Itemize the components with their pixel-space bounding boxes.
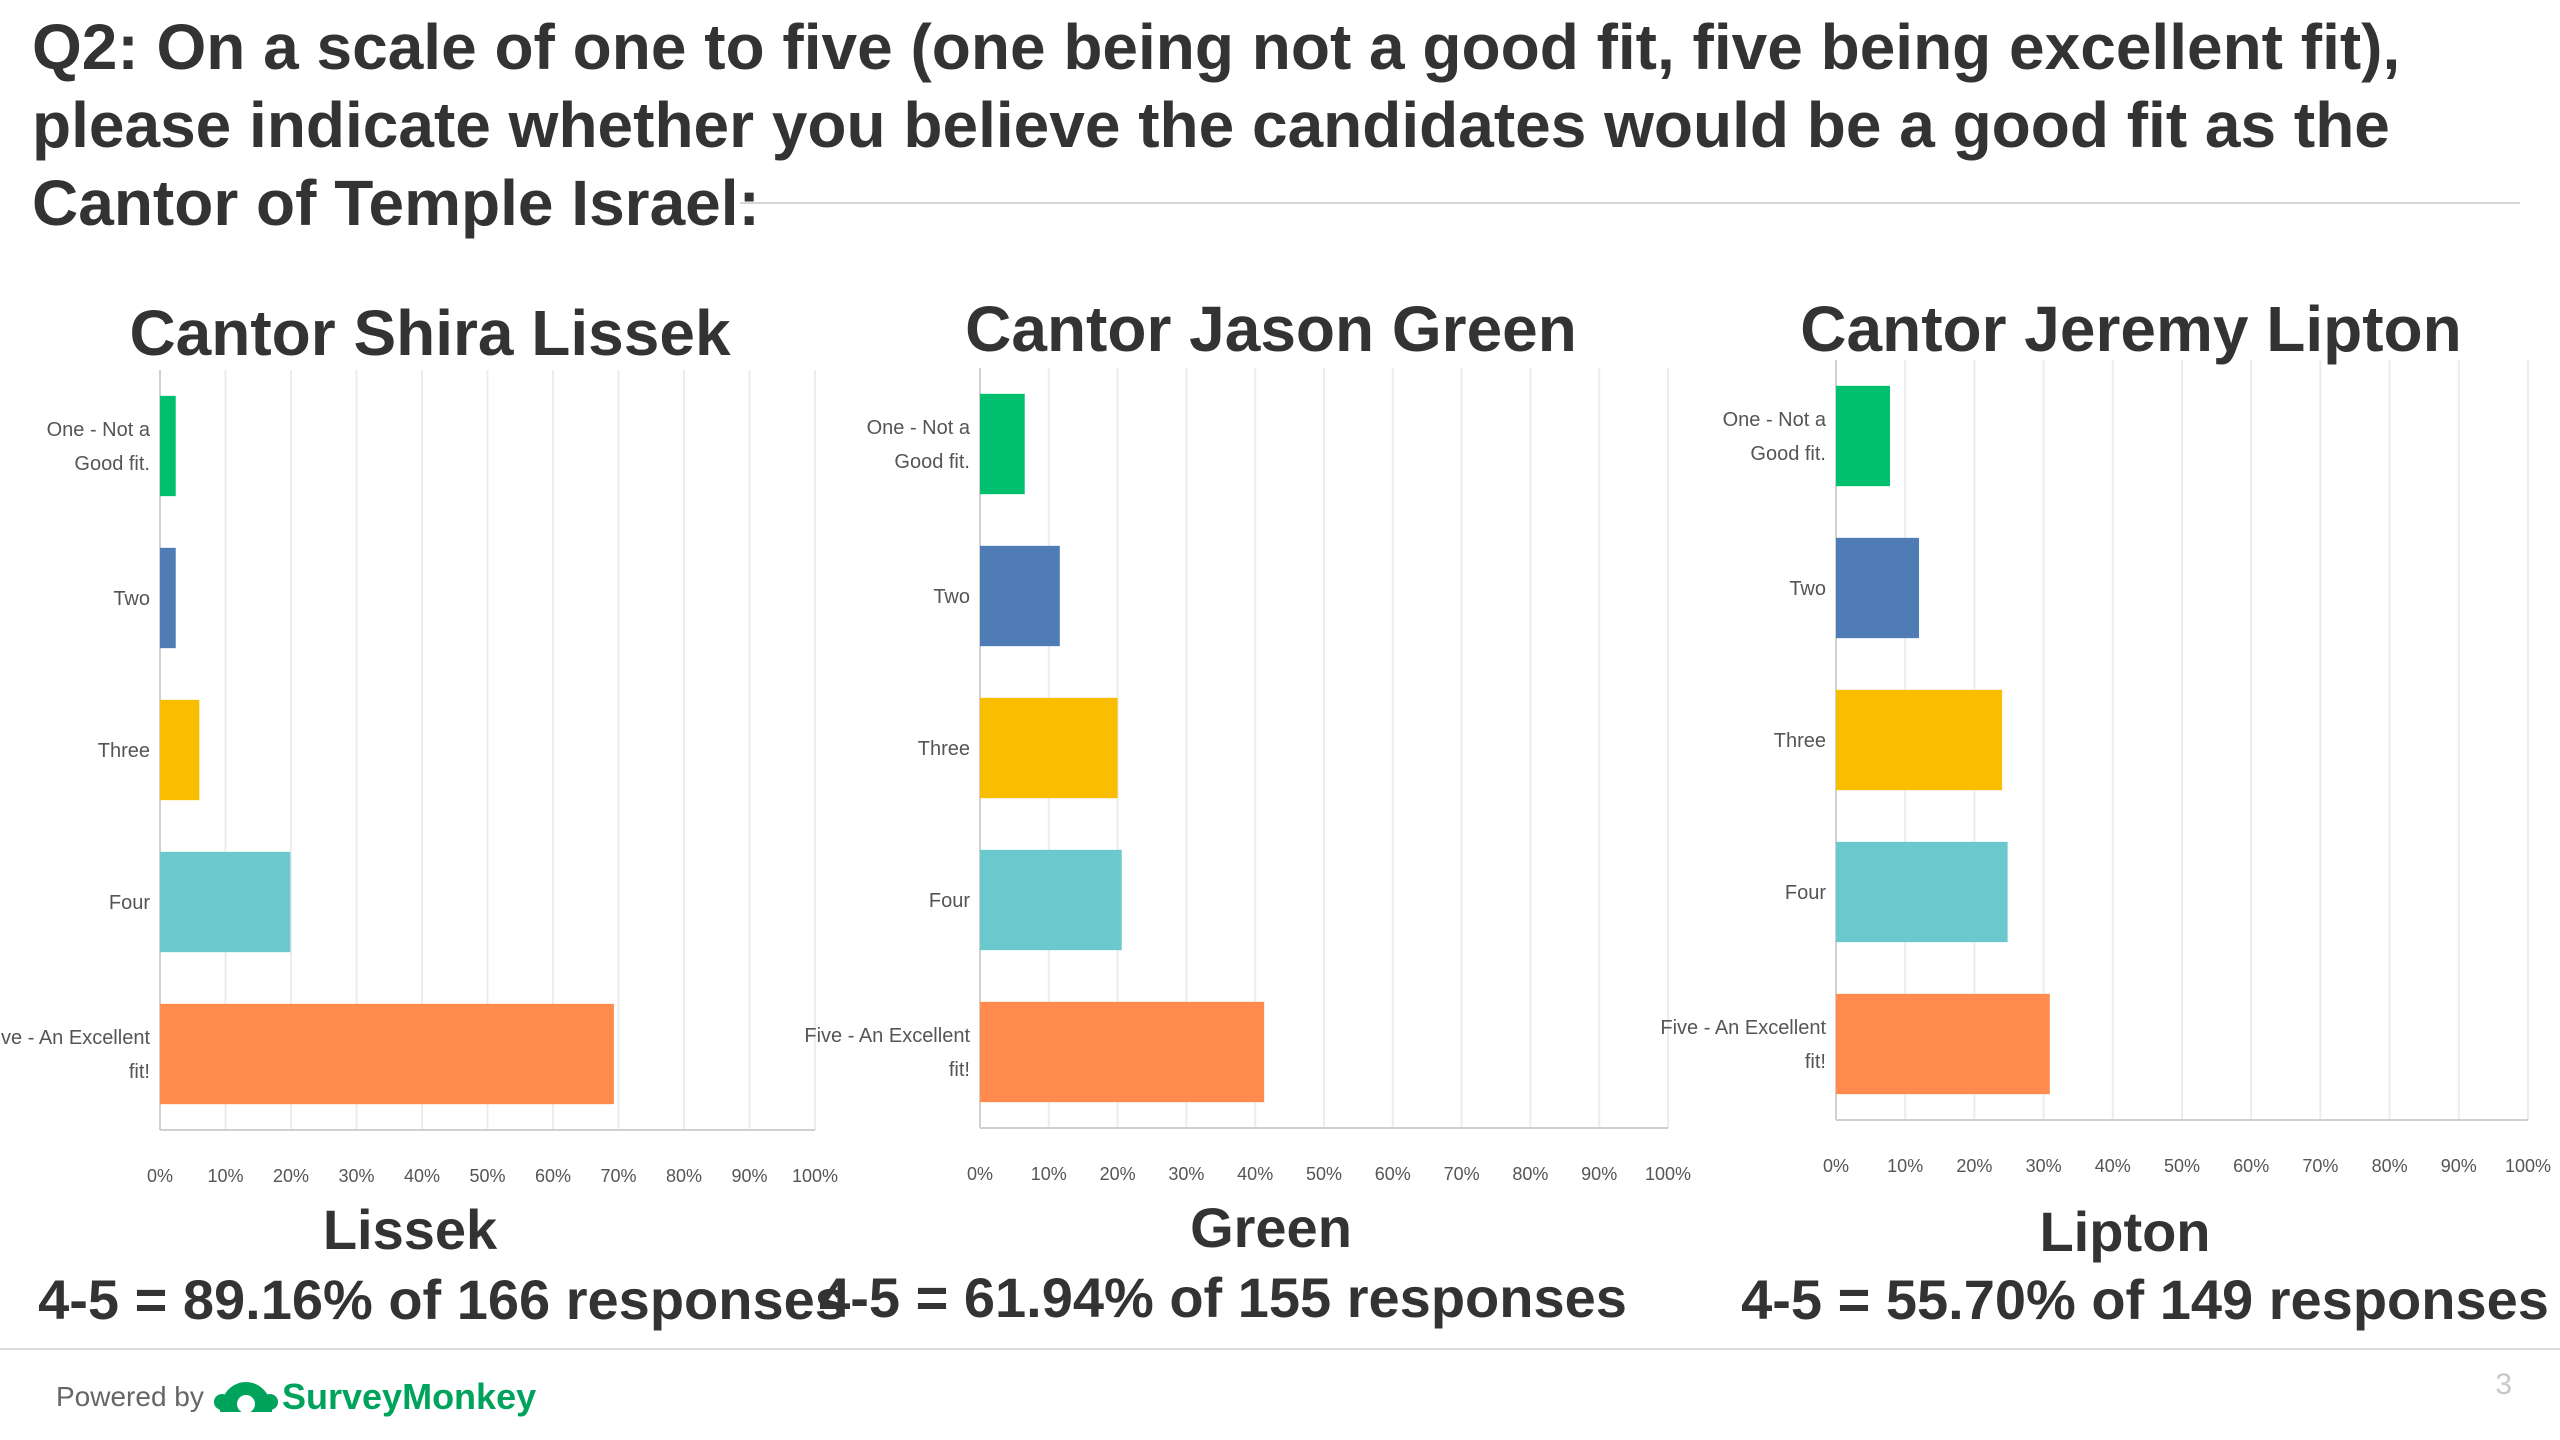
x-tick-label: 40%	[2095, 1156, 2131, 1176]
category-label: Four	[109, 892, 150, 914]
x-tick-label: 80%	[1512, 1164, 1548, 1184]
candidate-short-name: Lissek	[322, 1198, 498, 1261]
x-tick-label: 20%	[1956, 1156, 1992, 1176]
bar-one	[1836, 385, 1890, 487]
chart-title: Cantor Jason Green	[965, 293, 1577, 365]
category-label: Five - An Excellent fit!	[0, 1027, 150, 1083]
category-label: One - Not a Good fit.	[1723, 409, 1827, 465]
bar-chart-lissek: One - Not a Good fit. Two Three Four Five - A…	[0, 370, 838, 1186]
chart-title: Cantor Jeremy Lipton	[1800, 293, 2462, 365]
question-title: Q2: On a scale of one to five (one being…	[32, 11, 2401, 239]
bar-chart-green: One - Not a Good fit. Two Three Four Five - A…	[804, 368, 1691, 1184]
category-label: Four	[1785, 882, 1826, 904]
chart-panel-lissek: Cantor Shira Lissek One - Not a Good fit.…	[0, 0, 860, 1340]
category-label: One - Not a Good fit.	[867, 417, 971, 473]
x-tick-label: 80%	[666, 1166, 702, 1186]
gridlines	[1904, 360, 2529, 1120]
category-label: Three	[98, 740, 150, 762]
bar-three	[160, 699, 200, 801]
x-tick-label: 70%	[600, 1166, 636, 1186]
x-tick-label: 70%	[1444, 1164, 1480, 1184]
title-divider	[740, 202, 2520, 204]
x-tick-label: 30%	[338, 1166, 374, 1186]
bar-chart-lipton: One - Not a Good fit. Two Three Four Five - A…	[1660, 360, 2551, 1176]
candidate-short-name: Lipton	[2039, 1200, 2211, 1263]
x-tick-label: 0%	[147, 1166, 173, 1186]
x-tick-label: 80%	[2372, 1156, 2408, 1176]
bar-three	[1836, 689, 2003, 791]
x-tick-label: 60%	[2233, 1156, 2269, 1176]
category-label: Two	[113, 588, 150, 610]
chart-panel-green: Cantor Jason Green One - Not a Good fit. T…	[804, 0, 1710, 1340]
category-label: Two	[1789, 578, 1826, 600]
category-label: Five - An Excellent fit!	[804, 1025, 970, 1081]
category-label: One - Not a Good fit.	[47, 419, 151, 475]
x-tick-label: 60%	[1375, 1164, 1411, 1184]
bar-one	[980, 393, 1025, 495]
bar-two	[160, 547, 176, 649]
bar-two	[980, 545, 1060, 647]
category-label: Four	[929, 890, 970, 912]
bar-five	[160, 1003, 614, 1105]
chart-panel-lipton: Cantor Jeremy Lipton One - Not a Good fit…	[1660, 0, 2560, 1340]
x-tick-label: 20%	[1100, 1164, 1136, 1184]
gridlines	[224, 370, 816, 1130]
x-tick-label: 0%	[1823, 1156, 1849, 1176]
bar-five	[980, 1001, 1265, 1103]
x-tick-label: 100%	[1645, 1164, 1691, 1184]
powered-by-text: Powered by	[56, 1381, 204, 1412]
x-tick-label: 30%	[1168, 1164, 1204, 1184]
bar-one	[160, 395, 176, 497]
footer-divider	[0, 1348, 2560, 1350]
x-tick-label: 10%	[207, 1166, 243, 1186]
bar-two	[1836, 537, 1920, 639]
category-label: Five - An Excellent fit!	[1660, 1017, 1826, 1073]
category-label: Three	[918, 738, 970, 760]
chart-title: Cantor Shira Lissek	[129, 297, 731, 369]
summary-text: 4-5 = 61.94% of 155 responses	[819, 1266, 1627, 1329]
x-tick-label: 10%	[1887, 1156, 1923, 1176]
x-tick-label: 90%	[1581, 1164, 1617, 1184]
bar-four	[980, 849, 1122, 951]
x-tick-label: 50%	[1306, 1164, 1342, 1184]
x-tick-label: 50%	[469, 1166, 505, 1186]
category-label: Two	[933, 586, 970, 608]
category-label: Three	[1774, 730, 1826, 752]
x-tick-label: 40%	[404, 1166, 440, 1186]
x-tick-label: 20%	[273, 1166, 309, 1186]
page-number: 3	[2495, 1368, 2512, 1401]
x-tick-label: 100%	[2505, 1156, 2551, 1176]
candidate-short-name: Green	[1190, 1196, 1352, 1259]
x-tick-label: 0%	[967, 1164, 993, 1184]
bar-five	[1836, 993, 2050, 1095]
x-tick-label: 60%	[535, 1166, 571, 1186]
bar-four	[1836, 841, 2008, 943]
x-tick-label: 30%	[2026, 1156, 2062, 1176]
surveymonkey-brand: SurveyMonkey	[282, 1376, 537, 1417]
x-tick-label: 10%	[1031, 1164, 1067, 1184]
x-tick-label: 90%	[731, 1166, 767, 1186]
x-tick-label: 40%	[1237, 1164, 1273, 1184]
summary-text: 4-5 = 55.70% of 149 responses	[1741, 1268, 2549, 1331]
bar-three	[980, 697, 1118, 799]
x-tick-label: 90%	[2441, 1156, 2477, 1176]
x-tick-label: 50%	[2164, 1156, 2200, 1176]
x-tick-label: 100%	[792, 1166, 838, 1186]
bar-four	[160, 851, 291, 953]
x-tick-label: 70%	[2302, 1156, 2338, 1176]
summary-text: 4-5 = 89.16% of 166 responses	[38, 1268, 846, 1331]
surveymonkey-logo-icon	[214, 1382, 278, 1413]
